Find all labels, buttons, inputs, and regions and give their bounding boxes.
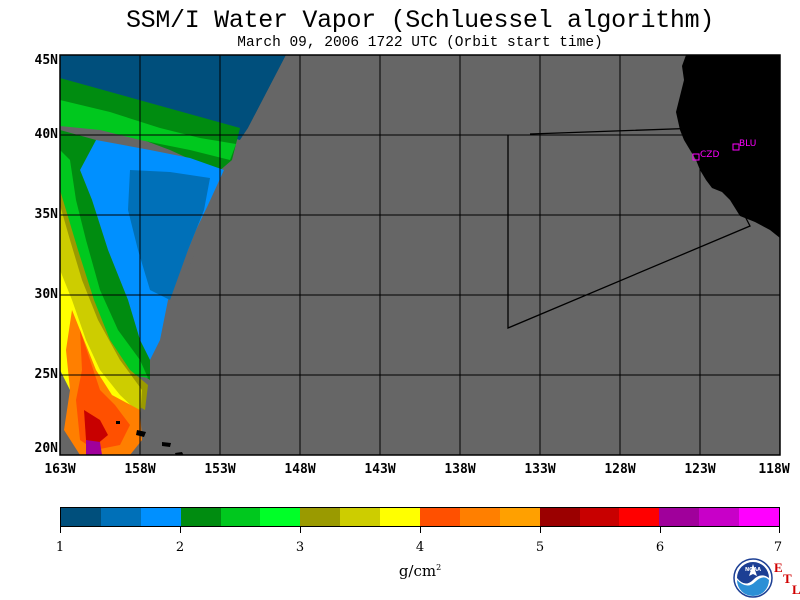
lat-label-35n: 35N: [34, 207, 58, 222]
colorbar-label-6: 6: [655, 540, 665, 555]
colorbar-label-2: 2: [175, 540, 185, 555]
vapor-band-darkred: [84, 410, 108, 445]
map-subtitle: March 09, 2006 1722 UTC (Orbit start tim…: [237, 35, 603, 51]
station-blu: BLU: [732, 139, 756, 151]
lat-label-30n: 30N: [34, 287, 58, 302]
lon-label-118w: 118W: [758, 462, 790, 477]
map-frame: [59, 54, 781, 456]
etl-letter-e: E: [774, 560, 783, 575]
colorbar-segment: [380, 508, 421, 526]
unit-exponent: 2: [436, 563, 442, 572]
colorbar-tick: [300, 527, 301, 533]
etl-letter-l: L: [792, 582, 800, 597]
etl-letter-t: T: [783, 571, 792, 586]
colorbar-label-1: 1: [55, 540, 65, 555]
colorbar-segment: [619, 508, 660, 526]
lon-label-163w: 163W: [44, 462, 76, 477]
target-region-outline: [507, 127, 751, 329]
lat-label-20n: 20N: [34, 441, 58, 456]
colorbar-segment: [300, 508, 341, 526]
vapor-band-darkblue: [60, 55, 286, 140]
lat-label-25n: 25N: [34, 367, 58, 382]
lon-label-153w: 153W: [204, 462, 236, 477]
colorbar: [60, 507, 780, 527]
colorbar-segment: [340, 508, 381, 526]
colorbar-segment: [180, 508, 221, 526]
lon-label-148w: 148W: [284, 462, 316, 477]
map-title: SSM/I Water Vapor (Schluessel algorithm): [125, 6, 715, 35]
vapor-band-green-west: [60, 130, 150, 380]
colorbar-segment: [539, 508, 580, 526]
colorbar-segment: [220, 508, 261, 526]
colorbar-label-4: 4: [415, 540, 425, 555]
no-data-region: [145, 55, 780, 455]
colorbar-segment: [61, 508, 101, 526]
vapor-band-lime-north: [60, 100, 236, 160]
lon-label-158w: 158W: [124, 462, 156, 477]
vapor-band-midblue: [128, 170, 210, 300]
lon-label-128w: 128W: [604, 462, 636, 477]
station-czd-label: CZD: [700, 150, 719, 160]
colorbar-segment: [140, 508, 181, 526]
lat-label-45n: 45N: [34, 53, 58, 68]
water-vapor-map: CZD BLU: [59, 54, 781, 456]
colorbar-unit: g/cm2: [370, 562, 470, 580]
lon-label-138w: 138W: [444, 462, 476, 477]
station-blu-label: BLU: [739, 139, 756, 149]
colorbar-label-7: 7: [773, 540, 783, 555]
vapor-band-yellow: [60, 205, 142, 420]
north-america-land: [676, 55, 780, 238]
lon-label-133w: 133W: [524, 462, 556, 477]
colorbar-segment: [739, 508, 780, 526]
vapor-band-magenta: [86, 440, 102, 455]
colorbar-tick: [420, 527, 421, 533]
colorbar-segment: [659, 508, 700, 526]
colorbar-tick: [779, 527, 780, 533]
svg-text:NOAA: NOAA: [745, 567, 761, 573]
colorbar-tick: [180, 527, 181, 533]
colorbar-segment: [579, 508, 620, 526]
colorbar-segment: [260, 508, 301, 526]
noaa-logo: NOAA: [733, 558, 773, 598]
hawaii-islands: [116, 421, 184, 455]
lon-label-143w: 143W: [364, 462, 396, 477]
colorbar-segment: [699, 508, 740, 526]
colorbar-segment: [100, 508, 141, 526]
colorbar-segment: [420, 508, 460, 526]
etl-logo: E T L: [772, 560, 800, 598]
colorbar-segment: [459, 508, 500, 526]
station-czd: CZD: [692, 150, 719, 161]
colorbar-segment: [499, 508, 540, 526]
colorbar-tick: [540, 527, 541, 533]
colorbar-tick: [660, 527, 661, 533]
colorbar-tick: [60, 527, 61, 533]
map-grid: [60, 55, 780, 455]
colorbar-label-5: 5: [535, 540, 545, 555]
lat-label-40n: 40N: [34, 127, 58, 142]
lon-label-123w: 123W: [684, 462, 716, 477]
colorbar-label-3: 3: [295, 540, 305, 555]
unit-text: g/cm: [398, 562, 437, 580]
